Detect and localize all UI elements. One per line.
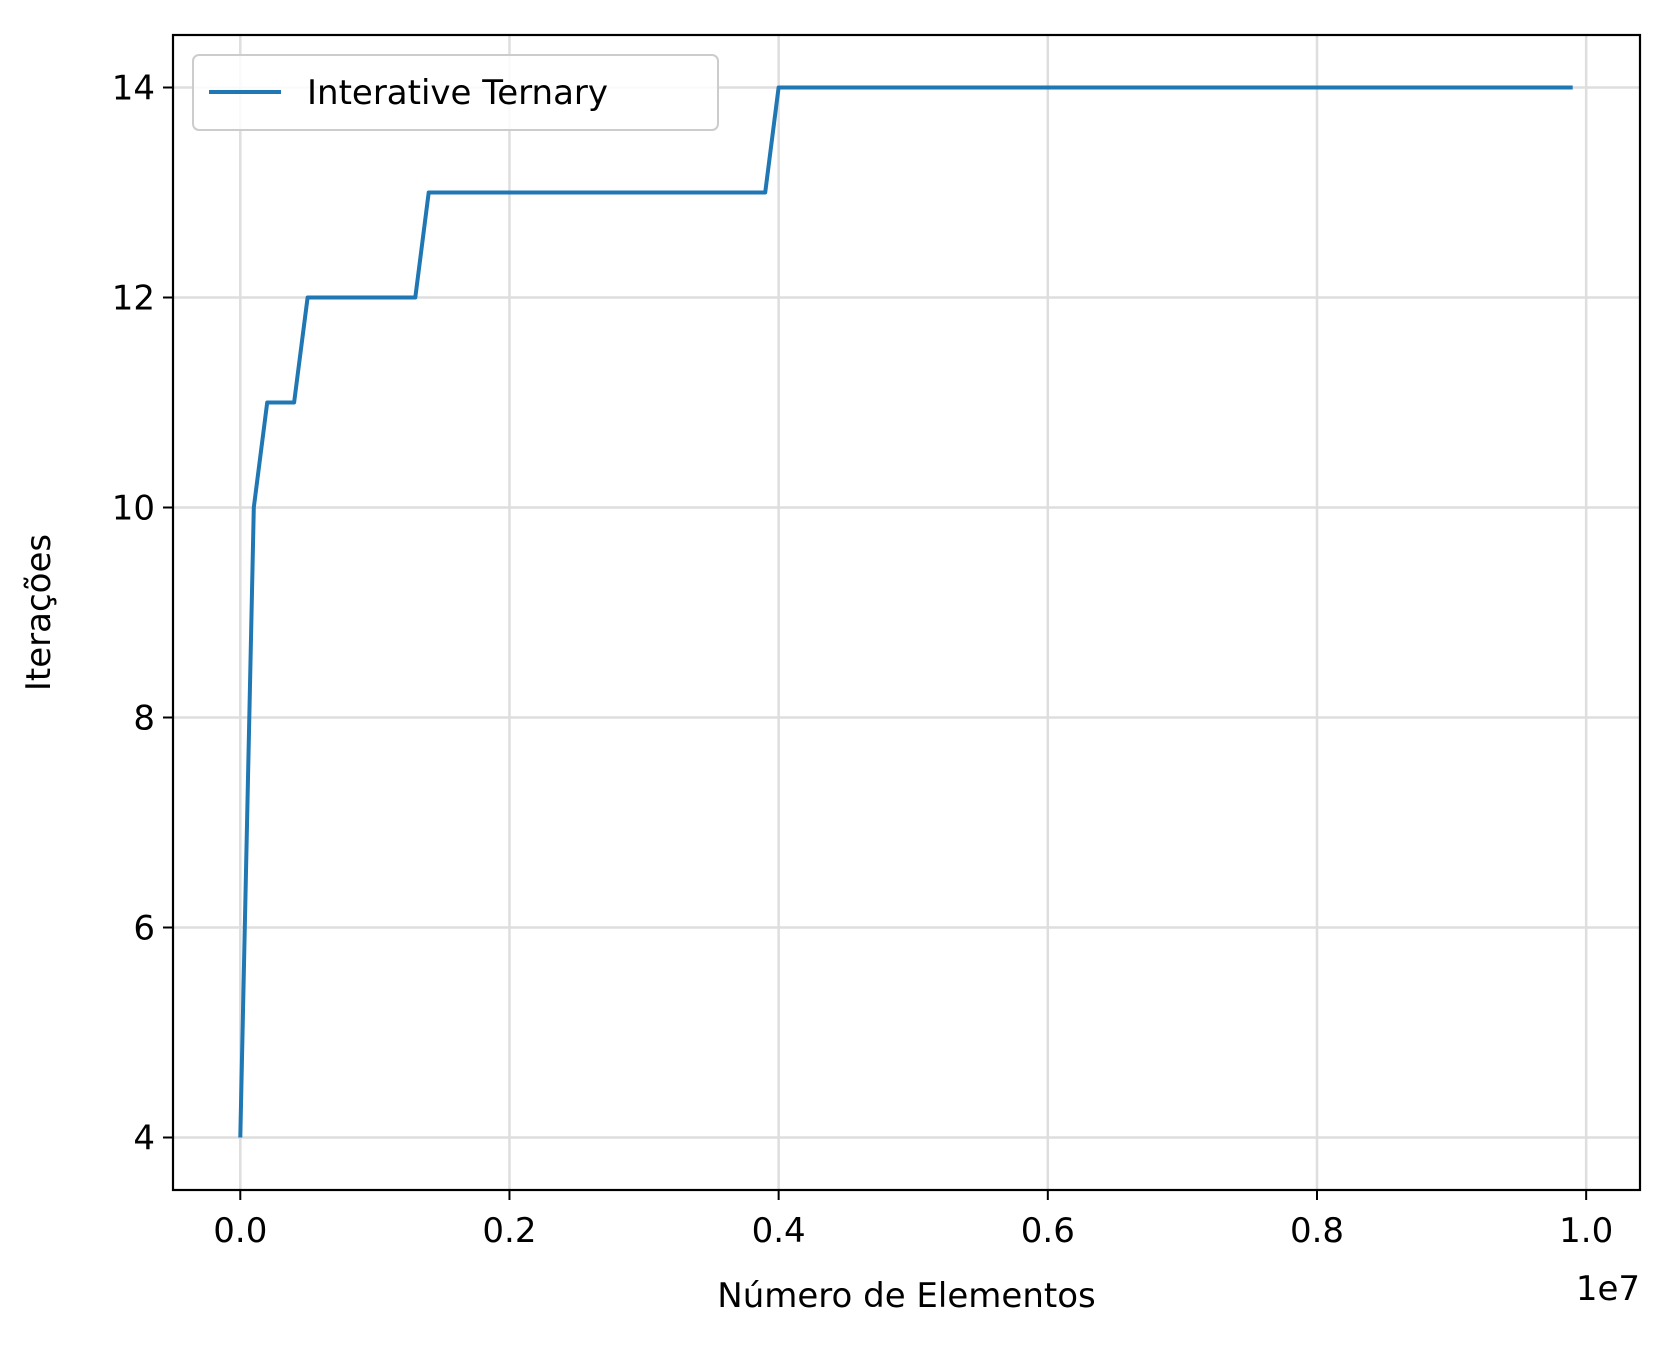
x-tick-label: 0.2 [482, 1211, 536, 1251]
x-axis-label: Número de Elementos [717, 1276, 1095, 1316]
plot-frame [171, 33, 1642, 1192]
y-tick-label: 8 [133, 699, 155, 739]
x-tick-label: 0.0 [213, 1211, 267, 1251]
grid [173, 35, 1640, 1190]
x-tick-label: 1.0 [1559, 1211, 1613, 1251]
x-tick-label: 0.8 [1290, 1211, 1344, 1251]
series-line [238, 85, 1573, 1138]
y-tick-label: 14 [112, 69, 155, 109]
y-axis-label: Iterações [19, 534, 59, 691]
legend: Interative Ternary [192, 54, 719, 131]
x-axis-offset-label: 1e7 [1576, 1269, 1640, 1309]
y-tick-label: 4 [133, 1119, 155, 1159]
series-layer [238, 85, 1573, 1138]
y-tick-label: 12 [112, 279, 155, 319]
y-tick-label: 10 [112, 489, 155, 529]
x-tick-label: 0.4 [752, 1211, 806, 1251]
y-tick-label: 6 [133, 909, 155, 949]
legend-box [192, 54, 719, 131]
legend-label: Interative Ternary [307, 73, 608, 113]
ticks: 0.0 0.2 0.4 0.6 0.8 1.0 4 6 8 10 12 14 [112, 69, 1613, 1252]
x-tick-label: 0.6 [1021, 1211, 1075, 1251]
